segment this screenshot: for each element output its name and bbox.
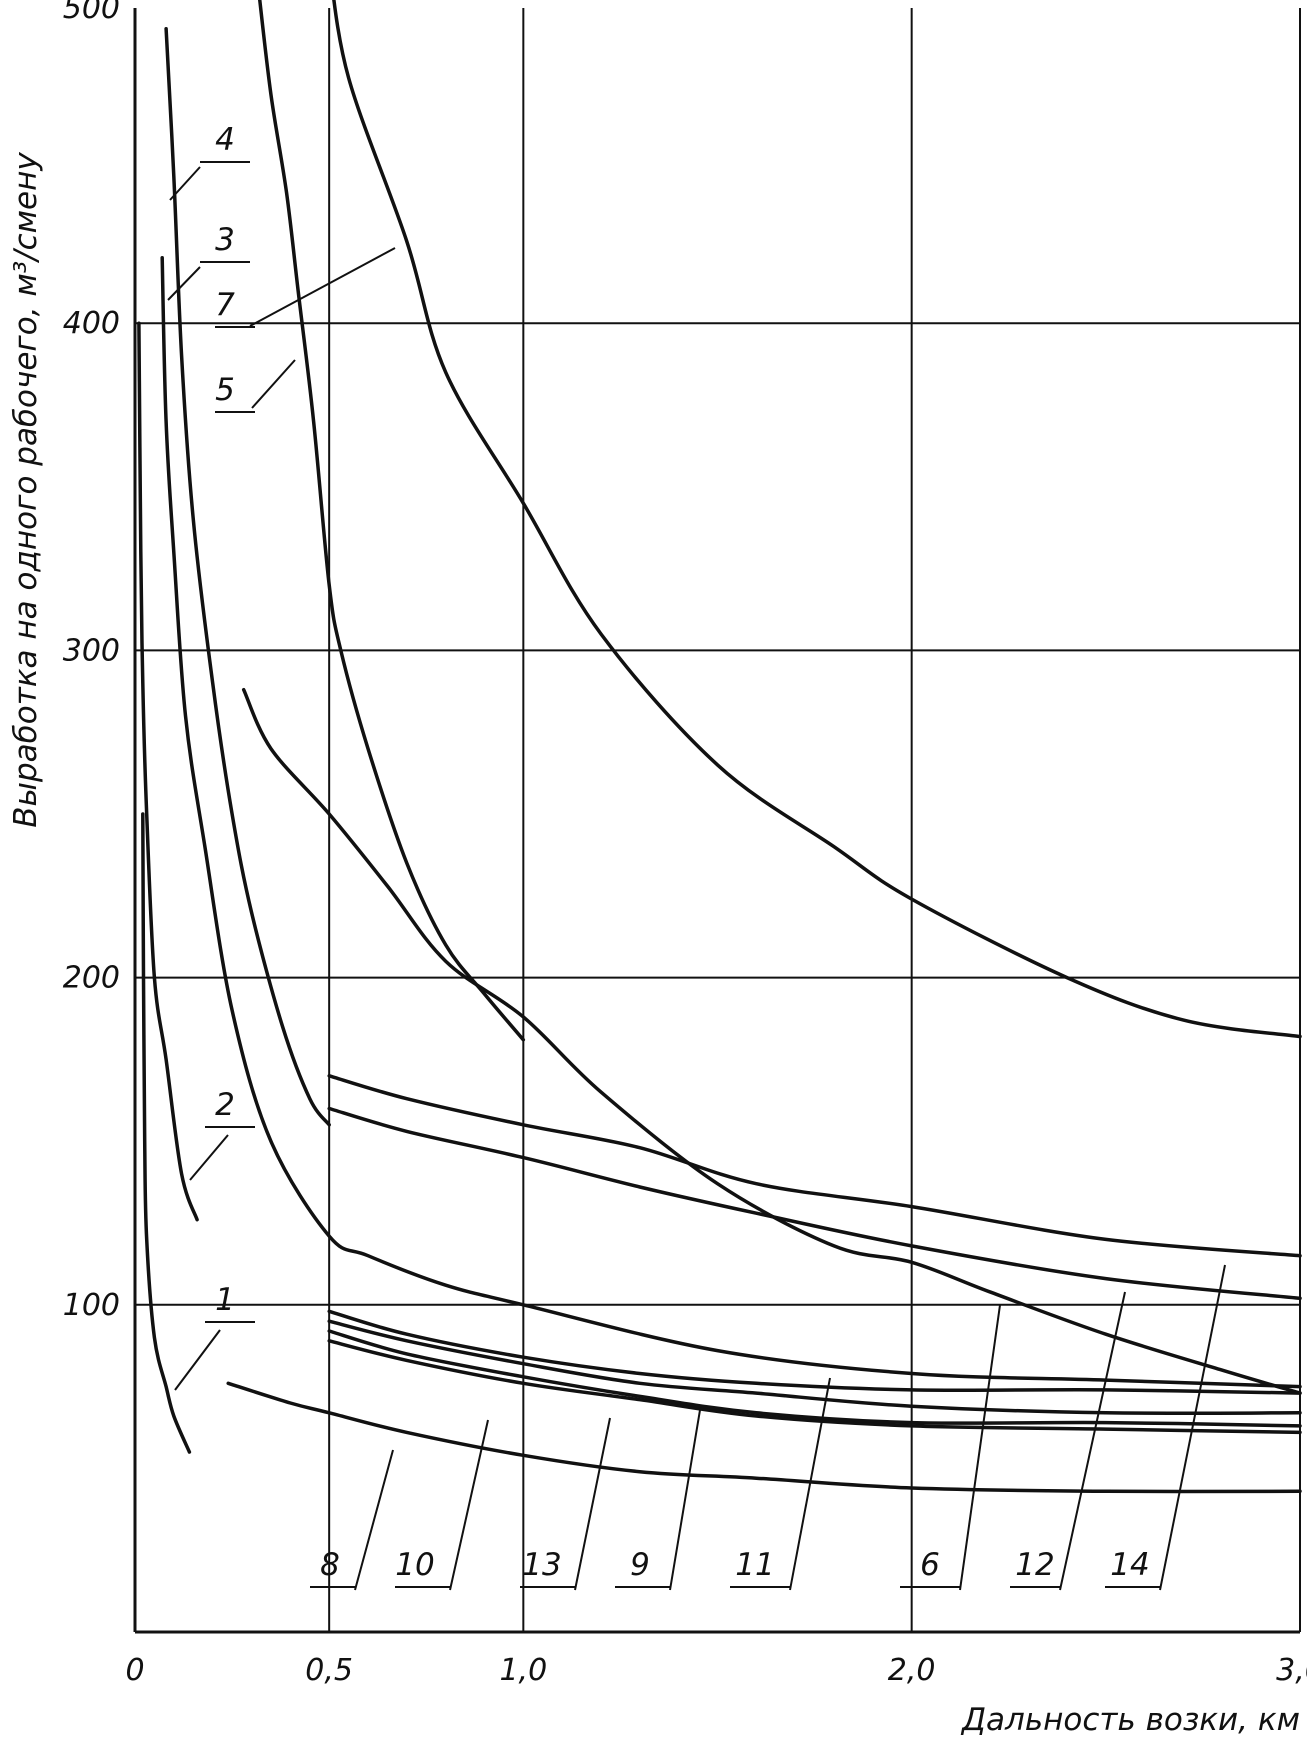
curve-label-leader-1 xyxy=(174,1329,221,1391)
series-line-14 xyxy=(327,1074,1302,1258)
series-line-13 xyxy=(327,1309,1302,1395)
y-tick-label: 400 xyxy=(63,306,120,341)
series-line-12 xyxy=(327,1106,1302,1301)
series-line-7 xyxy=(332,0,1302,1039)
curve-label-1: 1 xyxy=(215,1282,235,1318)
x-tick-label: 1,0 xyxy=(499,1653,547,1688)
y-tick-label: 100 xyxy=(63,1288,120,1323)
curve-label-11: 11 xyxy=(735,1547,774,1583)
series-line-5 xyxy=(257,0,526,1042)
curve-label-12: 12 xyxy=(1015,1547,1054,1583)
axes xyxy=(133,8,1300,1634)
curve-label-leader-11 xyxy=(789,1377,831,1591)
series-lines xyxy=(137,0,1302,1494)
series-line-4 xyxy=(164,26,331,1127)
x-tick-label: 0 xyxy=(125,1653,144,1688)
curve-label-leader-10 xyxy=(449,1419,489,1591)
curve-label-leader-5 xyxy=(251,359,296,409)
y-tick-label: 300 xyxy=(63,633,120,668)
series-line-3 xyxy=(160,256,1302,1389)
curve-label-5: 5 xyxy=(215,372,235,408)
series-line-9 xyxy=(327,1339,1302,1435)
curve-label-10: 10 xyxy=(395,1547,434,1583)
curve-label-leader-12 xyxy=(1059,1291,1126,1591)
curve-label-leader-7 xyxy=(249,247,396,327)
y-axis-title: Выработка на одного рабочего, м³/смену xyxy=(8,152,44,828)
curve-label-13: 13 xyxy=(522,1547,561,1583)
tick-labels: 0 0,5 1,0 2,0 3,0 100 200 300 400 500 xyxy=(63,0,1307,1688)
curve-label-leader-3 xyxy=(167,266,201,301)
y-tick-label: 500 xyxy=(63,0,120,26)
curve-label-14: 14 xyxy=(1110,1547,1149,1583)
curve-label-6: 6 xyxy=(920,1547,940,1583)
curve-label-leader-14 xyxy=(1159,1264,1226,1591)
curve-label-leader-2 xyxy=(189,1134,229,1181)
x-tick-label: 3,0 xyxy=(1276,1653,1307,1688)
curve-label-leader-8 xyxy=(354,1449,394,1591)
x-axis-title: Дальность возки, км xyxy=(960,1702,1300,1738)
grid xyxy=(135,8,1301,1632)
series-line-11 xyxy=(327,1319,1302,1416)
curve-label-9: 9 xyxy=(630,1547,650,1583)
curve-label-7: 7 xyxy=(215,287,235,323)
x-tick-label: 0,5 xyxy=(305,1653,353,1688)
series-line-1 xyxy=(141,812,192,1454)
curve-label-leader-9 xyxy=(669,1409,701,1591)
series-line-2 xyxy=(137,321,199,1222)
y-tick-label: 200 xyxy=(63,961,120,996)
curve-label-leader-4 xyxy=(169,166,201,201)
curve-label-8: 8 xyxy=(320,1547,340,1583)
curve-label-leader-13 xyxy=(574,1417,611,1591)
series-line-10 xyxy=(327,1329,1302,1428)
series-line-6 xyxy=(241,687,1302,1395)
x-tick-label: 2,0 xyxy=(888,1653,936,1688)
curve-label-4: 4 xyxy=(215,122,235,158)
curve-label-2: 2 xyxy=(215,1087,235,1123)
series-line-8 xyxy=(226,1381,1302,1494)
curve-label-leader-6 xyxy=(959,1304,1001,1591)
curve-label-3: 3 xyxy=(215,222,235,258)
